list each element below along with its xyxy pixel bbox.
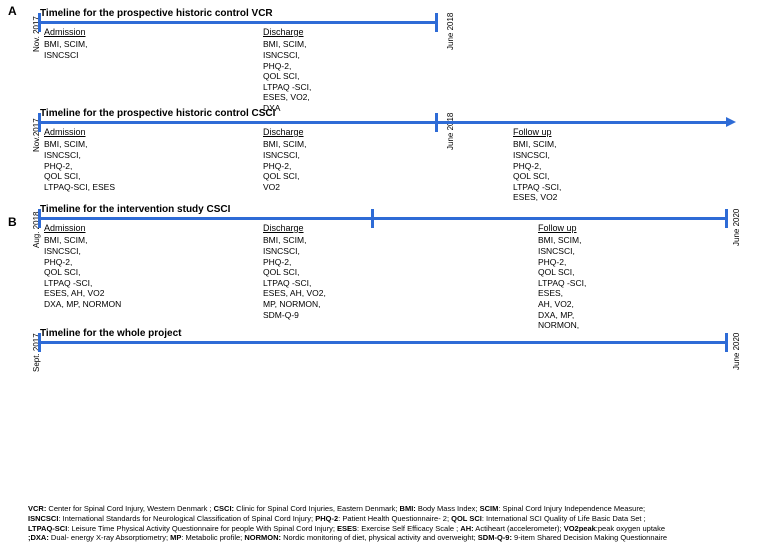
abbr-phq2-t: : Patient Health Questionnaire- 2; — [338, 514, 451, 523]
abbr-qol: QOL SCI — [451, 514, 482, 523]
vcr-discharge-items: BMI, SCIM, ISNCSCI, PHQ-2, QOL SCI, LTPA… — [263, 39, 311, 113]
csci-int-line: Admission BMI, SCIM, ISNCSCI, PHQ-2, QOL… — [38, 217, 728, 220]
whole-title: Timeline for the whole project — [40, 328, 752, 339]
vcr-line: Admission BMI, SCIM, ISNCSCI Discharge B… — [38, 21, 438, 24]
abbr-vo2: VO2peak — [564, 524, 596, 533]
vcr-discharge-title: Discharge — [263, 27, 311, 38]
csci-hist-followup-items: BMI, SCIM, ISNCSCI, PHQ-2, QOL SCI, LTPA… — [513, 139, 561, 203]
vcr-end-date: June 2018 — [446, 13, 455, 50]
csci-hist-followup-title: Follow up — [513, 127, 561, 138]
vcr-admission: Admission BMI, SCIM, ISNCSCI — [44, 27, 87, 61]
abbr-vcr-t: Center for Spinal Cord Injury, Western D… — [46, 504, 213, 513]
abbr-bmi: BMI: — [400, 504, 416, 513]
csci-int-followup-title: Follow up — [538, 223, 586, 234]
abbreviations: VCR: Center for Spinal Cord Injury, West… — [28, 504, 752, 543]
timeline-vcr-title: Timeline for the prospective historic co… — [40, 8, 752, 19]
abbr-mp: MP — [170, 533, 181, 542]
timeline-vcr: Timeline for the prospective historic co… — [38, 8, 752, 24]
csci-hist-title: Timeline for the prospective historic co… — [40, 108, 752, 119]
csci-hist-admission-title: Admission — [44, 127, 115, 138]
abbr-sdm: SDM-Q-9: — [478, 533, 512, 542]
section-b-label: B — [8, 215, 17, 229]
timeline-csci-hist: Timeline for the prospective historic co… — [38, 108, 752, 124]
section-a-label: A — [8, 4, 17, 18]
vcr-admission-title: Admission — [44, 27, 87, 38]
csci-int-admission-title: Admission — [44, 223, 121, 234]
abbr-normon: NORMON: — [244, 533, 281, 542]
abbr-scim: SCIM — [480, 504, 499, 513]
csci-int-followup-items: BMI, SCIM, ISNCSCI, PHQ-2, QOL SCI, LTPA… — [538, 235, 586, 331]
abbr-eses-t: : Exercise Self Efficacy Scale ; — [357, 524, 458, 533]
csci-hist-discharge-title: Discharge — [263, 127, 306, 138]
csci-hist-followup: Follow up BMI, SCIM, ISNCSCI, PHQ-2, QOL… — [513, 127, 561, 203]
csci-hist-discharge: Discharge BMI, SCIM, ISNCSCI, PHQ-2, QOL… — [263, 127, 306, 192]
vcr-admission-items: BMI, SCIM, ISNCSCI — [44, 39, 87, 60]
abbr-normon-t: Nordic monitoring of diet, physical acti… — [281, 533, 478, 542]
abbr-vo2-t: :peak oxygen uptake — [596, 524, 665, 533]
csci-int-discharge: Discharge BMI, SCIM, ISNCSCI, PHQ-2, QOL… — [263, 223, 326, 320]
timeline-csci-int: Timeline for the intervention study CSCI… — [38, 204, 752, 220]
abbr-csci-t: Clinic for Spinal Cord Injuries, Eastern… — [234, 504, 399, 513]
csci-int-followup: Follow up BMI, SCIM, ISNCSCI, PHQ-2, QOL… — [538, 223, 586, 331]
csci-hist-line: Admission BMI, SCIM, ISNCSCI, PHQ-2, QOL… — [38, 121, 728, 124]
abbr-dxa-t: Dual- energy X-ray Absorptiometry; — [49, 533, 170, 542]
timeline-whole: Timeline for the whole project Sept. 201… — [38, 328, 752, 344]
abbr-ltpaq: LTPAQ-SCI — [28, 524, 67, 533]
csci-int-admission-items: BMI, SCIM, ISNCSCI, PHQ-2, QOL SCI, LTPA… — [44, 235, 121, 309]
abbr-isncsci: ISNCSCI — [28, 514, 58, 523]
csci-int-discharge-title: Discharge — [263, 223, 326, 234]
abbr-ltpaq-t: : Leisure Time Physical Activity Questio… — [67, 524, 337, 533]
vcr-discharge: Discharge BMI, SCIM, ISNCSCI, PHQ-2, QOL… — [263, 27, 311, 114]
csci-hist-end-date: June 2018 — [446, 113, 455, 150]
csci-int-discharge-items: BMI, SCIM, ISNCSCI, PHQ-2, QOL SCI, LTPA… — [263, 235, 326, 320]
abbr-vcr: VCR: — [28, 504, 46, 513]
abbr-ah-t: Actiheart (accelerometer); — [474, 524, 564, 533]
abbr-isncsci-t: : International Standards for Neurologic… — [58, 514, 315, 523]
csci-hist-admission-items: BMI, SCIM, ISNCSCI, PHQ-2, QOL SCI, LTPA… — [44, 139, 115, 192]
csci-int-title: Timeline for the intervention study CSCI — [40, 204, 752, 215]
csci-hist-admission: Admission BMI, SCIM, ISNCSCI, PHQ-2, QOL… — [44, 127, 115, 192]
abbr-qol-t: : International SCI Quality of Life Basi… — [482, 514, 646, 523]
whole-line — [38, 341, 728, 344]
abbr-eses: ESES — [337, 524, 357, 533]
abbr-bmi-t: Body Mass Index; — [416, 504, 480, 513]
abbr-csci: CSCI: — [214, 504, 234, 513]
csci-hist-discharge-items: BMI, SCIM, ISNCSCI, PHQ-2, QOL SCI, VO2 — [263, 139, 306, 192]
csci-int-admission: Admission BMI, SCIM, ISNCSCI, PHQ-2, QOL… — [44, 223, 121, 310]
abbr-scim-t: : Spinal Cord Injury Independence Measur… — [498, 504, 645, 513]
abbr-sdm-t: 9-item Shared Decision Making Questionna… — [512, 533, 667, 542]
abbr-ah: AH: — [460, 524, 473, 533]
abbr-phq2: PHQ-2 — [315, 514, 338, 523]
abbr-dxa: ;DXA: — [28, 533, 49, 542]
whole-end-date: June 2020 — [732, 333, 741, 370]
abbr-mp-t: : Metabolic profile; — [181, 533, 244, 542]
csci-int-end-date: June 2020 — [732, 209, 741, 246]
